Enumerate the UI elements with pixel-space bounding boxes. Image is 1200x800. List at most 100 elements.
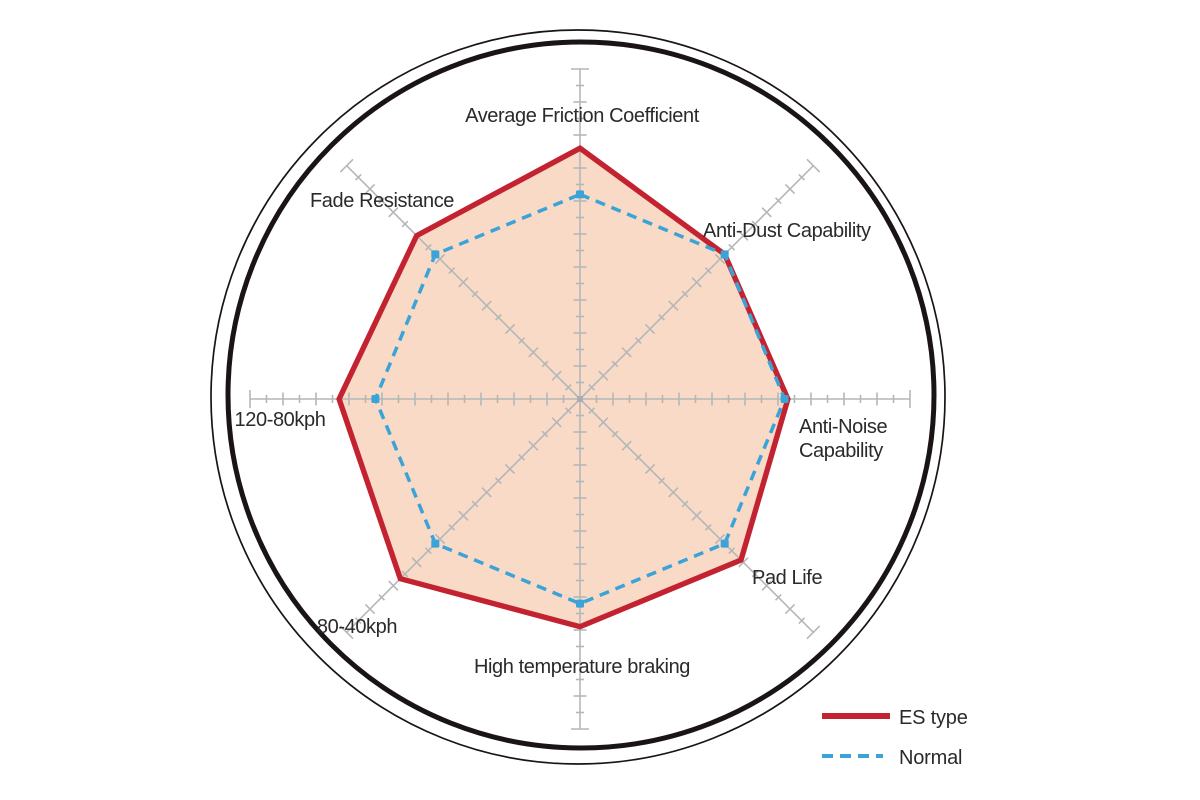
radar-axis-minor-tick	[541, 360, 549, 368]
outer-ring-layer	[210, 29, 946, 765]
radar-axis-minor-tick	[634, 337, 642, 345]
es-area-fill	[339, 148, 788, 627]
radar-axis-minor-tick	[728, 243, 736, 251]
radar-axis-minor-tick	[588, 383, 596, 391]
radar-axis-major-tick	[411, 557, 422, 568]
radar-axis-major-tick	[621, 347, 632, 358]
radar-axis-major-tick	[738, 557, 749, 568]
legend-es-type-label: ES type	[899, 707, 968, 729]
radar-axis-minor-tick	[378, 593, 386, 601]
normal-vertex-marker	[431, 539, 440, 548]
radar-axis-minor-tick	[704, 523, 712, 531]
axis-label-anti-dust-capability: Anti-Dust Capability	[703, 220, 871, 242]
radar-axis-minor-tick	[378, 197, 386, 205]
axis-label-average-friction-coefficient: Average Friction Coefficient	[465, 105, 700, 127]
radar-axis-minor-tick	[611, 360, 619, 368]
radar-axis-endcap-tick	[806, 625, 821, 640]
radar-center-dot	[577, 396, 583, 402]
radar-axis-minor-tick	[751, 220, 759, 228]
radar-axis-major-tick	[388, 207, 399, 218]
radar-axis-major-tick	[644, 463, 656, 475]
legend-normal-label: Normal	[899, 747, 962, 769]
axis-label-anti-noise-line1: Anti-Noise	[799, 416, 888, 438]
radar-axis-major-tick	[481, 300, 492, 311]
radar-axis-minor-tick	[658, 477, 666, 485]
normal-polygon	[373, 192, 787, 606]
axis-labels-layer: Average Friction Coefficient Anti-Dust C…	[235, 105, 888, 678]
radar-axis-major-tick	[761, 207, 772, 218]
radar-axis-minor-tick	[634, 453, 642, 461]
radar-axis-major-tick	[668, 300, 679, 311]
radar-axis-minor-tick	[704, 267, 712, 275]
radar-axis-major-tick	[458, 277, 469, 288]
radar-axis-minor-tick	[798, 173, 806, 181]
radar-axis-minor-tick	[728, 547, 736, 555]
radar-axis-major-tick	[551, 370, 562, 381]
radar-axis-minor-tick	[774, 197, 782, 205]
radar-axis-major-tick	[364, 603, 376, 615]
normal-vertex-marker	[576, 190, 584, 199]
radar-axis-endcap-tick	[339, 158, 354, 173]
radar-axis-minor-tick	[354, 173, 362, 181]
radar-axis-minor-tick	[401, 220, 409, 228]
radar-axis-major-tick	[528, 440, 539, 451]
radar-axis-minor-tick	[564, 383, 572, 391]
radar-axis-major-tick	[458, 510, 469, 521]
radar-axis-minor-tick	[681, 500, 689, 508]
radar-axis-major-tick	[504, 463, 516, 475]
radar-axis-major-tick	[691, 277, 702, 288]
axis-label-pad-life: Pad Life	[752, 567, 822, 589]
radar-axis-major-tick	[388, 580, 399, 591]
axis-label-fade-resistance: Fade Resistance	[310, 190, 454, 212]
radar-axis-major-tick	[714, 533, 726, 545]
radar-axis-major-tick	[598, 417, 609, 428]
outer-ring-thick	[225, 39, 937, 751]
radar-axis-major-tick	[784, 603, 796, 615]
axis-label-80-40kph: 80-40kph	[317, 616, 397, 638]
normal-vertex-marker	[720, 250, 729, 259]
radar-axis-minor-tick	[681, 290, 689, 298]
radar-axis-major-tick	[598, 370, 609, 381]
outer-ring-thin	[210, 29, 946, 765]
radar-axis-major-tick	[668, 487, 679, 498]
radar-axis-minor-tick	[588, 407, 596, 415]
radar-axis-minor-tick	[658, 313, 666, 321]
radar-axis-major-tick	[481, 487, 492, 498]
chart-legend: ES type Normal	[822, 707, 968, 769]
radar-axis-major-tick	[551, 417, 562, 428]
radar-axis-major-tick	[434, 533, 446, 545]
axis-label-anti-noise-line2: Capability	[799, 440, 883, 462]
radar-axis-major-tick	[691, 510, 702, 521]
radar-axis-minor-tick	[751, 570, 759, 578]
radar-axis-minor-tick	[401, 570, 409, 578]
radar-axis-minor-tick	[448, 523, 456, 531]
radar-axis-endcap-tick	[806, 158, 821, 173]
radar-axis-major-tick	[761, 580, 772, 591]
radar-axis-minor-tick	[354, 617, 362, 625]
radar-axis-minor-tick	[448, 267, 456, 275]
radar-axis-major-tick	[621, 440, 632, 451]
radar-axis-major-tick	[528, 347, 539, 358]
radar-axis-minor-tick	[518, 453, 526, 461]
radar-axis-major-tick	[434, 253, 446, 265]
radar-axis-minor-tick	[494, 477, 502, 485]
radar-axis-minor-tick	[798, 617, 806, 625]
radar-axis-minor-tick	[471, 290, 479, 298]
radar-axis-minor-tick	[564, 407, 572, 415]
radar-axis-minor-tick	[611, 430, 619, 438]
radar-axis-endcap-tick	[339, 625, 354, 640]
radar-axis-minor-tick	[424, 243, 432, 251]
normal-vertex-marker	[780, 395, 789, 403]
radar-axis-minor-tick	[518, 337, 526, 345]
radar-axis-minor-tick	[541, 430, 549, 438]
normal-vertex-marker	[431, 250, 440, 259]
normal-vertex-marker	[371, 395, 380, 403]
radar-axis-major-tick	[738, 230, 749, 241]
radar-axis-minor-tick	[774, 593, 782, 601]
radar-axis-major-tick	[784, 183, 796, 195]
radar-axis-major-tick	[504, 323, 516, 335]
radar-axis-major-tick	[644, 323, 656, 335]
normal-vertex-marker	[576, 599, 584, 608]
